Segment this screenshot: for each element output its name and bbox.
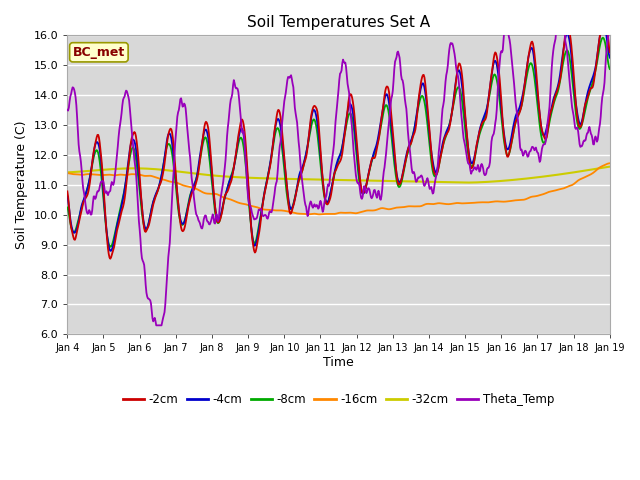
Line: -4cm: -4cm [67,29,610,251]
Y-axis label: Soil Temperature (C): Soil Temperature (C) [15,120,28,249]
-8cm [383,104,391,110]
-2cm [331,169,339,175]
-8cm [207,166,214,171]
Theta_Temp [183,123,191,129]
-32cm [557,171,564,177]
-16cm [182,183,190,189]
-4cm [63,193,71,199]
-16cm [206,191,214,197]
Theta_Temp [63,107,71,113]
Line: Theta_Temp: Theta_Temp [67,29,610,325]
-2cm [63,189,71,194]
-4cm [331,168,339,174]
-4cm [383,93,391,98]
Line: -32cm: -32cm [67,167,610,182]
-32cm [330,177,338,183]
Theta_Temp [331,130,339,135]
Legend: -2cm, -4cm, -8cm, -16cm, -32cm, Theta_Temp: -2cm, -4cm, -8cm, -16cm, -32cm, Theta_Te… [118,388,559,410]
-8cm [331,170,339,176]
-16cm [437,201,445,206]
-16cm [383,206,391,212]
-16cm [557,186,564,192]
-16cm [315,212,323,217]
Text: BC_met: BC_met [73,46,125,59]
Theta_Temp [501,26,509,32]
-8cm [599,35,607,41]
-4cm [557,67,564,72]
Theta_Temp [152,323,160,328]
Theta_Temp [606,26,614,32]
-2cm [562,26,570,32]
-2cm [183,211,191,216]
-8cm [437,152,445,157]
-4cm [598,26,605,32]
Title: Soil Temperatures Set A: Soil Temperatures Set A [247,15,430,30]
Line: -2cm: -2cm [67,29,610,259]
-8cm [557,74,564,80]
Theta_Temp [437,128,445,133]
-4cm [437,149,445,155]
-2cm [383,84,391,89]
-32cm [182,169,190,175]
-2cm [207,149,214,155]
-16cm [331,211,339,217]
Line: -16cm: -16cm [67,163,610,215]
-8cm [606,66,614,72]
-2cm [437,152,445,157]
-2cm [606,49,614,55]
-2cm [106,256,114,262]
-32cm [606,164,614,169]
-4cm [606,55,614,60]
-8cm [183,207,191,213]
Line: -8cm: -8cm [67,38,610,247]
Theta_Temp [383,134,391,140]
-4cm [106,248,114,254]
-4cm [207,155,214,161]
-16cm [63,170,71,176]
X-axis label: Time: Time [323,356,354,369]
-32cm [436,179,444,185]
-8cm [106,244,114,250]
-16cm [606,160,614,166]
-32cm [463,180,471,185]
-32cm [206,172,214,178]
-8cm [63,204,71,210]
-4cm [183,208,191,214]
-2cm [557,72,564,78]
Theta_Temp [207,220,214,226]
Theta_Temp [557,26,565,32]
-32cm [63,169,71,175]
-32cm [383,178,390,184]
